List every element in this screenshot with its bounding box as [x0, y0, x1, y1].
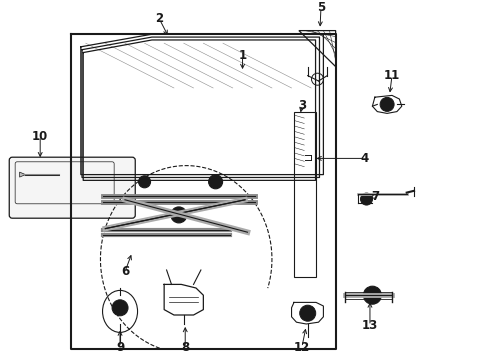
Circle shape — [380, 98, 394, 111]
FancyBboxPatch shape — [9, 157, 135, 218]
Circle shape — [209, 175, 222, 189]
Circle shape — [300, 305, 316, 321]
Text: 2: 2 — [155, 12, 163, 25]
Text: 10: 10 — [32, 130, 49, 143]
Text: 5: 5 — [317, 1, 325, 14]
Text: 1: 1 — [239, 49, 246, 62]
Circle shape — [361, 193, 372, 205]
Text: 7: 7 — [371, 190, 379, 203]
Polygon shape — [20, 172, 25, 177]
Text: 4: 4 — [361, 152, 369, 165]
Bar — [294, 112, 316, 276]
Circle shape — [112, 300, 128, 316]
Text: 12: 12 — [294, 341, 310, 354]
Text: 13: 13 — [362, 319, 378, 332]
Circle shape — [139, 176, 150, 188]
Circle shape — [171, 207, 187, 223]
Text: 8: 8 — [181, 341, 189, 354]
Text: 3: 3 — [298, 99, 306, 112]
Text: 6: 6 — [121, 265, 129, 278]
Circle shape — [364, 286, 381, 304]
Text: 11: 11 — [384, 69, 400, 82]
Text: 9: 9 — [116, 341, 124, 354]
